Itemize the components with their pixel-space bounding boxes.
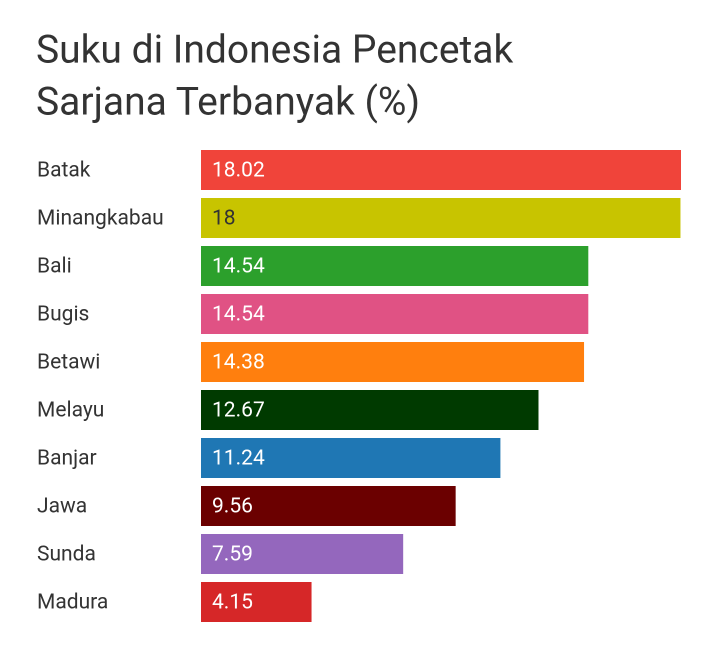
bar (201, 486, 456, 526)
value-label: 12.67 (212, 399, 265, 423)
bar (201, 294, 589, 334)
category-label: Madura (37, 591, 108, 615)
bar (201, 198, 681, 238)
value-label: 14.38 (212, 351, 265, 375)
value-label: 11.24 (212, 447, 265, 471)
category-label: Minangkabau (37, 207, 164, 231)
bar (201, 246, 589, 286)
bar (201, 534, 404, 574)
bar (201, 150, 681, 190)
value-label: 7.59 (212, 543, 253, 567)
category-label: Banjar (37, 447, 97, 471)
value-label: 18 (212, 207, 236, 231)
category-label: Batak (37, 159, 91, 183)
bar (201, 438, 501, 478)
value-label: 18.02 (212, 159, 265, 183)
category-label: Betawi (37, 351, 100, 375)
chart-title: Suku di Indonesia Pencetak (36, 26, 513, 72)
value-label: 14.54 (212, 303, 265, 327)
category-label: Melayu (37, 399, 104, 423)
bar (201, 390, 539, 430)
value-label: 14.54 (212, 255, 265, 279)
bar (201, 582, 312, 622)
chart-title: Sarjana Terbanyak (%) (36, 78, 420, 124)
category-label: Bali (37, 255, 72, 279)
bar (201, 342, 585, 382)
category-label: Bugis (37, 303, 89, 327)
value-label: 4.15 (212, 591, 253, 615)
category-label: Sunda (37, 543, 96, 567)
value-label: 9.56 (212, 495, 253, 519)
category-label: Jawa (37, 495, 87, 519)
